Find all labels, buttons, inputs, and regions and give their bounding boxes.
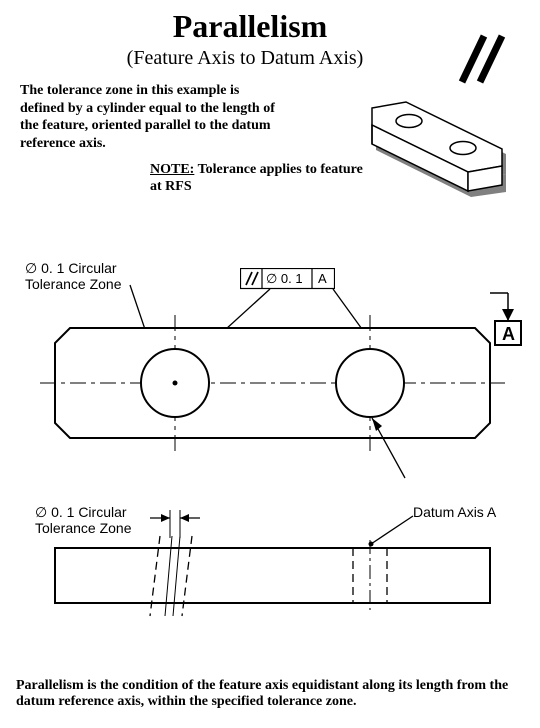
note-label: NOTE: bbox=[150, 162, 194, 177]
top-view bbox=[0, 253, 540, 513]
front-view bbox=[0, 498, 540, 638]
note-text: NOTE: Tolerance applies to feature at RF… bbox=[150, 162, 370, 196]
intro-paragraph: The tolerance zone in this example is de… bbox=[0, 82, 300, 152]
bottom-paragraph: Parallelism is the condition of the feat… bbox=[0, 678, 540, 710]
parallelism-symbol-large bbox=[450, 30, 510, 90]
